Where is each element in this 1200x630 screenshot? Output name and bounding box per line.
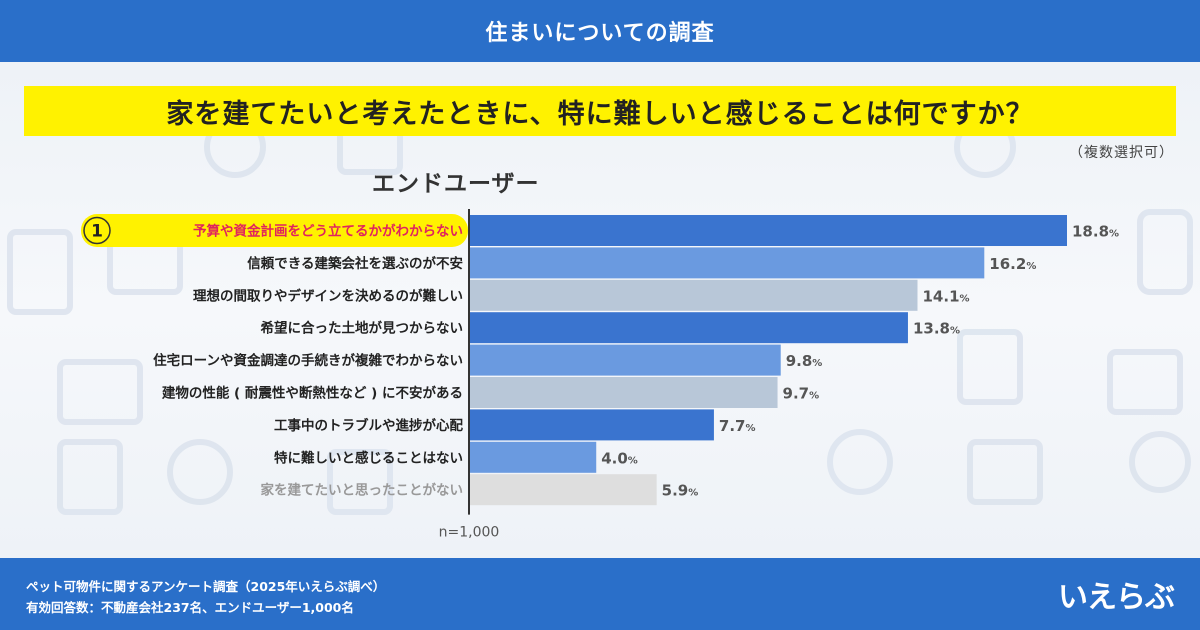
category-label-3: 理想の間取りやデザインを決めるのが難しい: [193, 287, 463, 304]
value-label-6: 9.7%: [783, 385, 820, 403]
source-text: ペット可物件に関するアンケート調査（2025年いえらぶ調べ）: [26, 579, 386, 594]
category-label-8: 特に難しいと感じることはない: [274, 449, 463, 466]
question-text: 家を建てたいと考えたときに、特に難しいと感じることは何ですか？: [166, 98, 1034, 130]
value-unit-1: %: [1109, 229, 1119, 240]
bar-2: [469, 247, 985, 279]
value-unit-6: %: [809, 391, 819, 402]
bar-1: [469, 215, 1067, 246]
category-label-4: 希望に合った土地が見つからない: [261, 320, 464, 337]
value-number-7: 7.7: [719, 417, 746, 435]
bar-4: [469, 312, 908, 344]
value-label-3: 14.1%: [923, 287, 970, 305]
value-number-1: 18.8: [1072, 223, 1109, 241]
header-bar: 住まいについての調査: [0, 0, 1200, 62]
bar-7: [469, 409, 714, 441]
category-label-1: 予算や資金計画をどう立てるかがわからない: [193, 223, 463, 240]
value-unit-2: %: [1026, 261, 1036, 272]
value-label-8: 4.0%: [601, 449, 638, 467]
category-label-7: 工事中のトラブルや進捗が心配: [274, 417, 463, 434]
value-number-4: 13.8: [913, 320, 950, 338]
sample-size: n=1,000: [439, 525, 500, 541]
bar-9: [469, 474, 657, 506]
value-number-2: 16.2: [989, 255, 1026, 273]
top-rank-highlight: [81, 214, 468, 247]
value-label-7: 7.7%: [719, 417, 756, 435]
brand-logo: いえらぶ: [1058, 580, 1175, 615]
value-unit-9: %: [688, 488, 698, 499]
value-number-6: 9.7: [783, 385, 810, 403]
category-label-9: 家を建てたいと思ったことがない: [261, 482, 464, 499]
value-number-3: 14.1: [923, 287, 960, 305]
value-label-4: 13.8%: [913, 320, 960, 338]
rank-badge-number: 1: [91, 222, 103, 242]
footer-bar: ペット可物件に関するアンケート調査（2025年いえらぶ調べ） 有効回答数：不動産…: [0, 558, 1200, 630]
chart-title: エンドユーザー: [372, 171, 540, 197]
survey-question: 家を建てたいと考えたときに、特に難しいと感じることは何ですか？: [24, 86, 1176, 136]
value-unit-8: %: [628, 455, 638, 466]
value-unit-5: %: [812, 358, 822, 369]
multiple-choice-note: （複数選択可）: [1069, 145, 1174, 161]
value-unit-3: %: [960, 293, 970, 304]
bar-5: [469, 344, 781, 376]
bar-8: [469, 441, 597, 473]
rank-badge-circle: [83, 216, 111, 245]
value-unit-4: %: [950, 326, 960, 337]
value-number-9: 5.9: [662, 482, 689, 500]
bar-6: [469, 377, 778, 408]
value-label-5: 9.8%: [786, 352, 823, 370]
respondents-text: 有効回答数：不動産会社237名、エンドユーザー1,000名: [26, 600, 354, 615]
value-unit-7: %: [746, 423, 756, 434]
value-number-5: 9.8: [786, 352, 813, 370]
category-label-5: 住宅ローンや資金調達の手続きが複雑でわからない: [153, 352, 463, 369]
value-label-1: 18.8%: [1072, 223, 1119, 241]
value-number-8: 4.0: [601, 449, 628, 467]
category-label-2: 信頼できる建築会社を選ぶのが不安: [247, 255, 463, 272]
category-label-6: 建物の性能 ( 耐震性や断熱性など ) に不安がある: [161, 385, 463, 402]
value-label-9: 5.9%: [662, 482, 699, 500]
bar-chart: 予算や資金計画をどう立てるかがわからない 18.8% 信頼できる建築会社を選ぶのが不…: [81, 209, 1119, 541]
bar-3: [469, 279, 918, 311]
header-title: 住まいについての調査: [485, 21, 715, 46]
value-label-2: 16.2%: [989, 255, 1036, 273]
